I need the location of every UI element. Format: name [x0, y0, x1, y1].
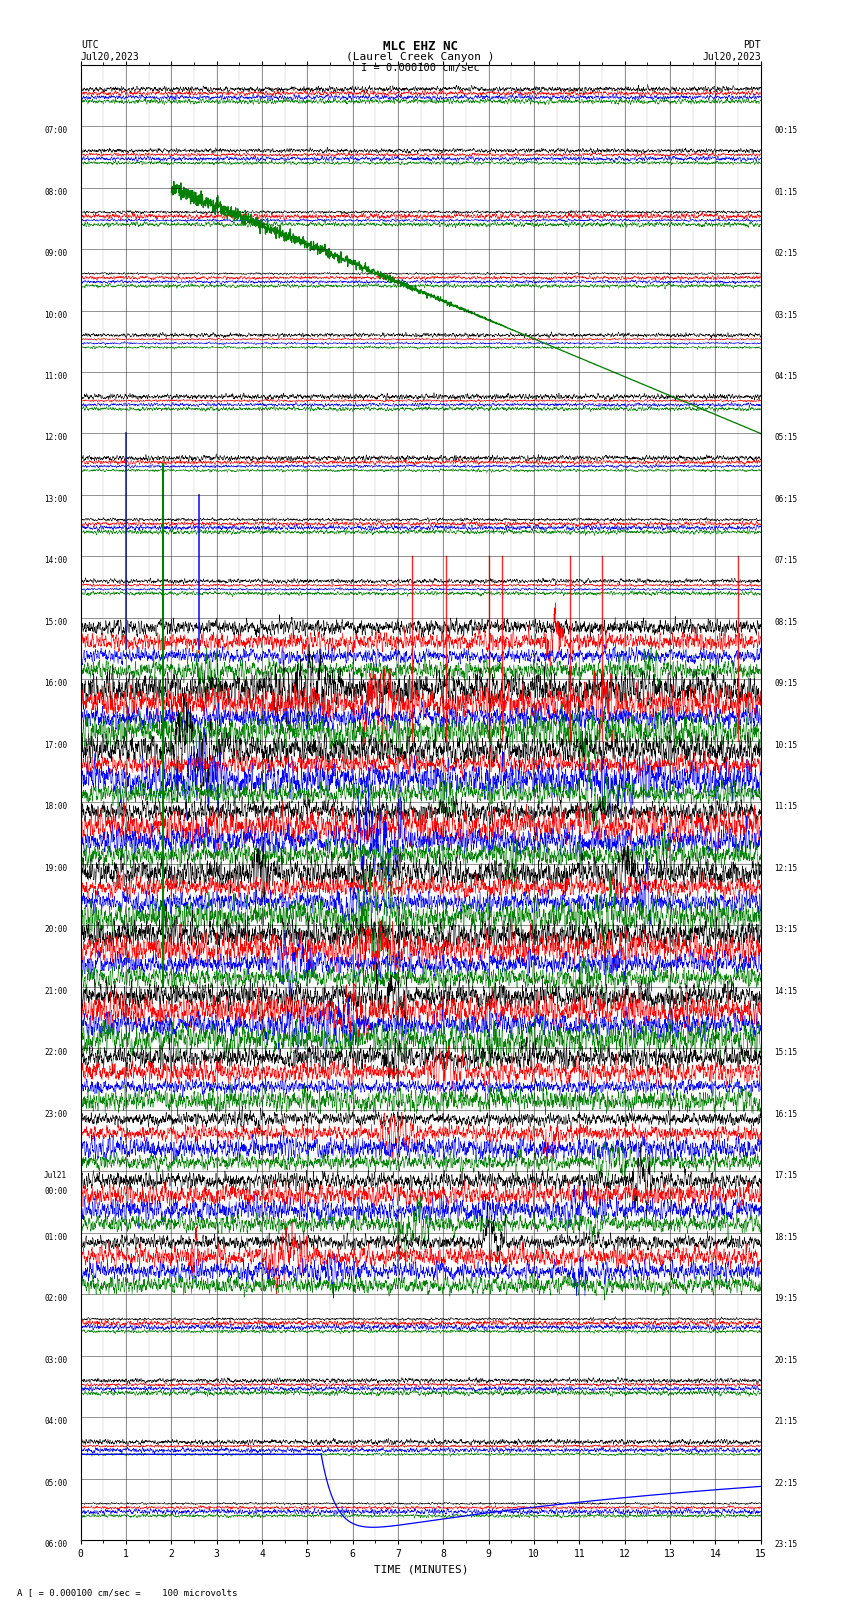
Text: 20:00: 20:00 — [44, 926, 67, 934]
Text: 14:00: 14:00 — [44, 556, 67, 566]
Text: 22:00: 22:00 — [44, 1048, 67, 1058]
Text: 18:15: 18:15 — [774, 1232, 797, 1242]
Text: 08:15: 08:15 — [774, 618, 797, 627]
Text: 21:15: 21:15 — [774, 1418, 797, 1426]
Text: (Laurel Creek Canyon ): (Laurel Creek Canyon ) — [347, 52, 495, 61]
Text: 12:00: 12:00 — [44, 434, 67, 442]
Text: 01:00: 01:00 — [44, 1232, 67, 1242]
Text: 15:15: 15:15 — [774, 1048, 797, 1058]
Text: 23:00: 23:00 — [44, 1110, 67, 1119]
Text: 14:15: 14:15 — [774, 987, 797, 995]
Text: 10:00: 10:00 — [44, 311, 67, 319]
Text: 05:00: 05:00 — [44, 1479, 67, 1487]
Text: 07:15: 07:15 — [774, 556, 797, 566]
Text: 02:15: 02:15 — [774, 248, 797, 258]
Text: 16:00: 16:00 — [44, 679, 67, 689]
Text: 01:15: 01:15 — [774, 187, 797, 197]
Text: 03:00: 03:00 — [44, 1357, 67, 1365]
Text: 13:00: 13:00 — [44, 495, 67, 503]
Text: Jul21: Jul21 — [44, 1171, 67, 1181]
Text: Jul20,2023: Jul20,2023 — [81, 52, 139, 61]
Text: 18:00: 18:00 — [44, 803, 67, 811]
Text: 17:15: 17:15 — [774, 1171, 797, 1181]
Text: 11:15: 11:15 — [774, 803, 797, 811]
Text: 12:15: 12:15 — [774, 865, 797, 873]
Text: 00:15: 00:15 — [774, 126, 797, 135]
Text: PDT: PDT — [743, 40, 761, 50]
Text: 11:00: 11:00 — [44, 373, 67, 381]
Text: 02:00: 02:00 — [44, 1294, 67, 1303]
Text: I = 0.000100 cm/sec: I = 0.000100 cm/sec — [361, 63, 480, 73]
Text: 17:00: 17:00 — [44, 740, 67, 750]
Text: 07:00: 07:00 — [44, 126, 67, 135]
Text: 13:15: 13:15 — [774, 926, 797, 934]
Text: 21:00: 21:00 — [44, 987, 67, 995]
Text: 23:15: 23:15 — [774, 1540, 797, 1550]
Text: 04:15: 04:15 — [774, 373, 797, 381]
Text: 09:15: 09:15 — [774, 679, 797, 689]
Text: 10:15: 10:15 — [774, 740, 797, 750]
Text: 19:00: 19:00 — [44, 865, 67, 873]
Text: 19:15: 19:15 — [774, 1294, 797, 1303]
Text: 03:15: 03:15 — [774, 311, 797, 319]
Text: 22:15: 22:15 — [774, 1479, 797, 1487]
Text: 15:00: 15:00 — [44, 618, 67, 627]
Text: MLC EHZ NC: MLC EHZ NC — [383, 40, 458, 53]
Text: 16:15: 16:15 — [774, 1110, 797, 1119]
Text: 04:00: 04:00 — [44, 1418, 67, 1426]
Text: A [ = 0.000100 cm/sec =    100 microvolts: A [ = 0.000100 cm/sec = 100 microvolts — [17, 1587, 237, 1597]
Text: 09:00: 09:00 — [44, 248, 67, 258]
Text: Jul20,2023: Jul20,2023 — [702, 52, 761, 61]
Text: UTC: UTC — [81, 40, 99, 50]
Text: 20:15: 20:15 — [774, 1357, 797, 1365]
Text: 05:15: 05:15 — [774, 434, 797, 442]
X-axis label: TIME (MINUTES): TIME (MINUTES) — [373, 1565, 468, 1574]
Text: 00:00: 00:00 — [44, 1187, 67, 1195]
Text: 06:15: 06:15 — [774, 495, 797, 503]
Text: 08:00: 08:00 — [44, 187, 67, 197]
Text: 06:00: 06:00 — [44, 1540, 67, 1550]
